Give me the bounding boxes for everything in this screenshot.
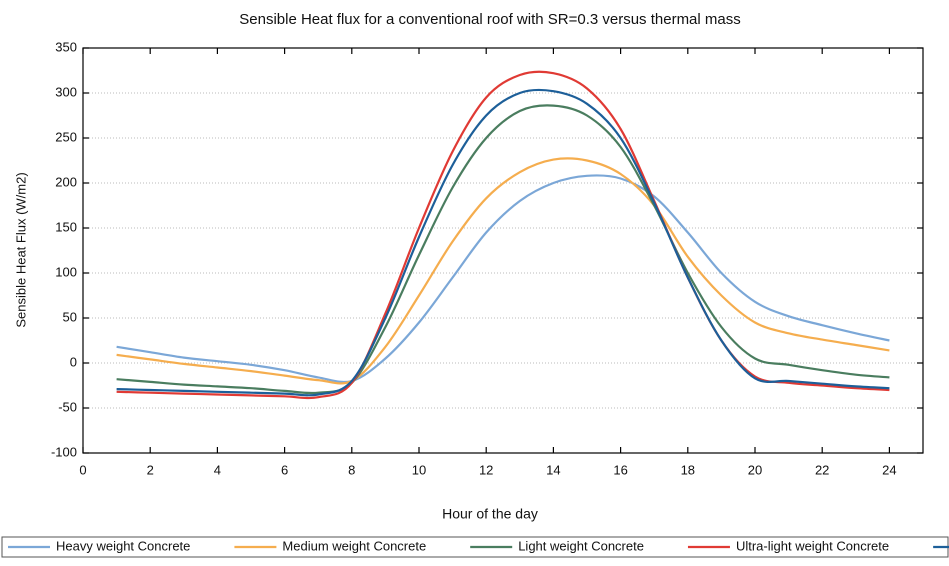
x-tick-label: 12 bbox=[479, 462, 493, 477]
plot-frame bbox=[82, 47, 924, 454]
series-line bbox=[116, 70, 890, 400]
y-tick-label: 0 bbox=[70, 354, 77, 369]
legend-label: Light weight Concrete bbox=[518, 538, 644, 553]
y-tick-label: -50 bbox=[58, 399, 77, 414]
x-tick-label: 24 bbox=[882, 462, 896, 477]
legend-label: Ultra-light weight Concrete bbox=[736, 538, 889, 553]
x-tick-label: 14 bbox=[546, 462, 560, 477]
y-tick-label: 300 bbox=[55, 84, 77, 99]
series-line bbox=[116, 104, 890, 395]
series-line bbox=[116, 174, 890, 384]
x-tick-label: 16 bbox=[613, 462, 627, 477]
y-tick-label: 150 bbox=[55, 219, 77, 234]
x-tick-label: 20 bbox=[748, 462, 762, 477]
x-tick-label: 10 bbox=[412, 462, 426, 477]
x-tick-label: 0 bbox=[79, 462, 86, 477]
y-tick-label: 200 bbox=[55, 174, 77, 189]
x-axis-label: Hour of the day bbox=[442, 506, 538, 522]
y-tick-label: 350 bbox=[55, 39, 77, 54]
y-tick-label: -100 bbox=[51, 444, 77, 459]
y-tick-label: 250 bbox=[55, 129, 77, 144]
x-tick-label: 22 bbox=[815, 462, 829, 477]
legend-label: Heavy weight Concrete bbox=[56, 538, 190, 553]
y-axis-label: Sensible Heat Flux (W/m2) bbox=[13, 172, 28, 327]
x-tick-label: 2 bbox=[147, 462, 154, 477]
legend-label: Medium weight Concrete bbox=[282, 538, 426, 553]
x-tick-label: 18 bbox=[681, 462, 695, 477]
x-tick-label: 4 bbox=[214, 462, 221, 477]
y-tick-label: 100 bbox=[55, 264, 77, 279]
series-line bbox=[116, 88, 890, 397]
chart-title: Sensible Heat flux for a conventional ro… bbox=[239, 11, 741, 28]
x-tick-label: 8 bbox=[348, 462, 355, 477]
series-line bbox=[116, 157, 890, 385]
y-tick-label: 50 bbox=[63, 309, 77, 324]
x-tick-label: 6 bbox=[281, 462, 288, 477]
